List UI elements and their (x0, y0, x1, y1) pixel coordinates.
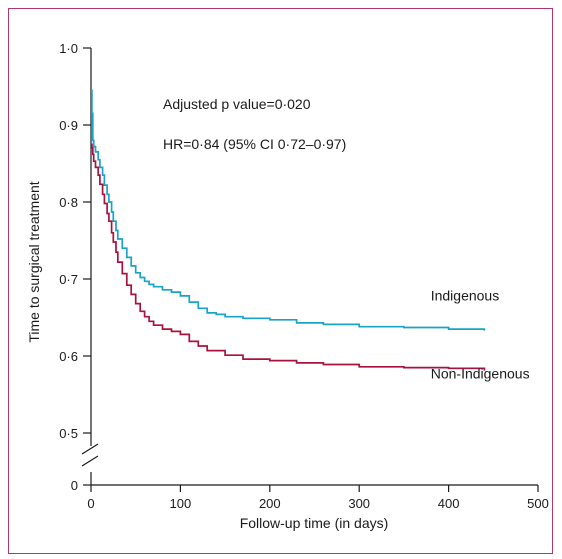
x-tick-label: 400 (438, 496, 460, 511)
frame-border (8, 8, 553, 554)
axes: 0 0·5 0·6 0·7 0·8 0·9 1·0 0 100 200 300 400 500 (59, 41, 549, 511)
y-tick-label: 0 (71, 478, 78, 493)
y-axis-title: Time to surgical treatment (26, 181, 42, 342)
axis-break-mark (81, 455, 99, 467)
y-tick-label: 0·6 (59, 349, 78, 364)
x-tick-label: 0 (87, 496, 94, 511)
curves (91, 89, 486, 371)
series-line-indigenous (91, 89, 486, 331)
x-axis-title: Follow-up time (in days) (240, 515, 389, 531)
series-label-indigenous: Indigenous (431, 288, 500, 304)
y-tick-label: 0·5 (59, 426, 78, 441)
y-tick-label: 0·8 (59, 195, 78, 210)
labels: Adjusted p value=0·020 HR=0·84 (95% CI 0… (26, 96, 530, 531)
series-line-non-indigenous (91, 143, 486, 371)
y-tick-label: 0·7 (59, 272, 78, 287)
annotation-hr: HR=0·84 (95% CI 0·72–0·97) (163, 136, 346, 152)
annotation-p-value: Adjusted p value=0·020 (163, 96, 311, 112)
axis-break-mark (81, 443, 99, 455)
x-tick-label: 300 (348, 496, 370, 511)
y-tick-label: 0·9 (59, 118, 78, 133)
x-tick-label: 200 (259, 496, 281, 511)
series-label-non-indigenous: Non-Indigenous (431, 365, 530, 381)
x-tick-label: 500 (527, 496, 549, 511)
y-tick-label: 1·0 (59, 41, 78, 56)
x-tick-label: 100 (170, 496, 192, 511)
